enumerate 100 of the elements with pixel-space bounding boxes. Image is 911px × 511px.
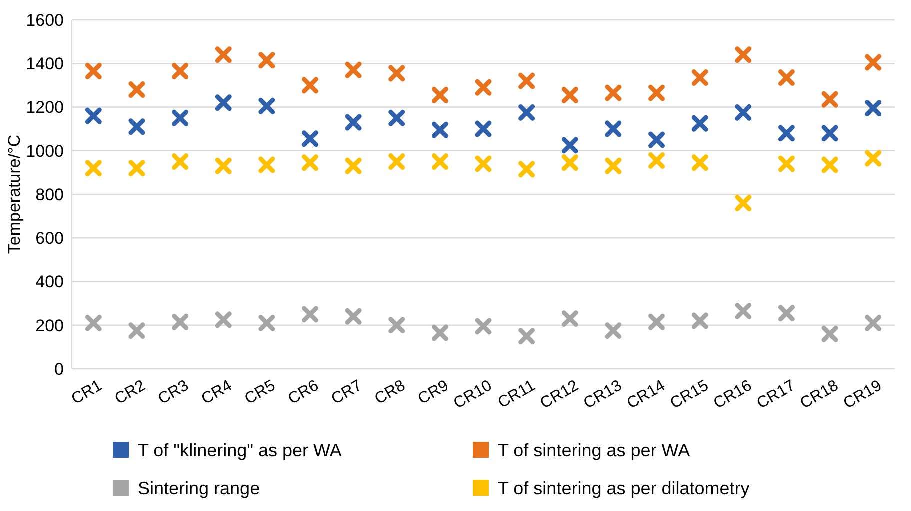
point [475,318,492,335]
point [605,120,622,138]
point [258,156,276,174]
point [822,156,838,174]
y-tick-label: 1600 [26,10,64,30]
point [215,312,232,328]
point [865,54,882,71]
point [172,63,189,80]
point [562,154,578,172]
y-tick-label: 800 [36,185,64,204]
point [562,137,578,154]
legend-label: T of "klinering" as per WA [138,440,342,460]
point [692,154,708,172]
point [85,108,102,124]
point [605,84,622,102]
point [345,308,362,325]
point [388,317,406,334]
x-tick-label: CR3 [156,377,192,408]
point [128,160,146,177]
x-tick-label: CR8 [372,377,409,408]
point [172,154,189,170]
x-tick-label: CR18 [798,377,842,413]
point [822,326,838,342]
point [778,305,795,322]
x-tick-label: CR16 [711,377,756,413]
point [822,91,838,108]
y-axis-title: Temperature/°C [5,134,24,254]
y-tick-label: 0 [54,360,64,379]
point [85,160,102,177]
point [605,322,622,340]
point [432,122,448,138]
point [85,63,102,80]
point [778,156,795,172]
point [345,114,362,131]
x-tick-label: CR14 [624,377,668,413]
point [865,314,882,332]
point [518,72,536,90]
x-tick-label: CR11 [496,377,539,412]
point [692,115,708,132]
y-tick-label: 400 [36,272,64,292]
point [302,306,318,323]
x-tick-label: CR4 [198,377,236,408]
point [432,324,448,342]
y-tick-label: 1000 [26,142,64,161]
y-tick-label: 1200 [26,98,64,118]
point [648,152,666,169]
x-tick-label: CR12 [538,377,582,413]
point [562,310,578,328]
point [648,314,666,330]
point [562,87,578,104]
point [258,98,276,114]
x-tick-label: CR2 [112,377,149,408]
point [692,312,708,330]
legend-label: T of sintering as per WA [498,440,690,460]
point [128,322,146,340]
point [302,130,318,148]
point [735,302,752,320]
point [172,110,189,126]
point [215,94,232,112]
y-tick-label: 1400 [26,54,64,74]
y-tick-label: 600 [36,229,64,248]
y-tick-label: 200 [36,316,64,336]
point [518,104,536,121]
point [258,314,276,332]
point [388,110,406,126]
x-tick-label: CR15 [668,377,712,413]
point [388,154,406,170]
point [518,161,536,178]
point [475,120,492,138]
point [605,158,622,174]
legend-label: T of sintering as per dilatometry [498,478,750,498]
point [778,70,795,86]
x-tick-label: CR19 [841,377,886,413]
point [345,62,362,78]
point [475,156,492,172]
point [648,84,666,102]
point [735,104,752,121]
x-tick-label: CR9 [416,377,452,408]
point [432,87,448,104]
point [865,150,882,167]
point [735,194,752,212]
point [865,100,882,117]
point [735,46,752,64]
x-tick-label: CR1 [69,377,106,408]
point [85,314,102,332]
point [302,77,318,94]
x-tick-label: CR5 [242,377,279,408]
point [822,125,838,142]
x-tick-label: CR7 [328,377,366,408]
x-tick-label: CR6 [286,377,322,408]
point [302,154,318,172]
point [648,132,666,148]
x-tick-label: CR13 [581,377,626,413]
point [475,79,492,96]
legend-label: Sintering range [138,478,260,498]
point [345,158,362,174]
point [128,118,146,136]
point [692,70,708,86]
point [388,65,406,82]
point [518,328,536,345]
